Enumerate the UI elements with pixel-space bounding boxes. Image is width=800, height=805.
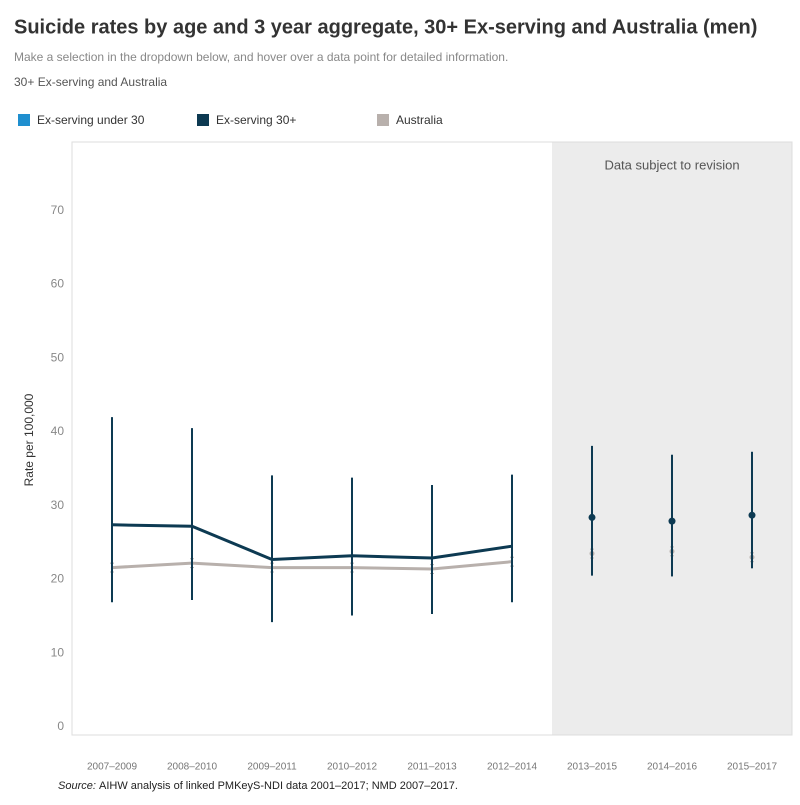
- y-tick-label: 40: [51, 424, 65, 438]
- legend-label: Ex-serving 30+: [216, 113, 296, 127]
- series-line: [111, 523, 513, 561]
- source-label: Source:: [58, 780, 96, 792]
- series-line: [111, 560, 513, 571]
- x-tick-label: 2008–2010: [167, 762, 217, 773]
- y-tick-label: 70: [51, 203, 65, 217]
- y-tick-label: 10: [51, 645, 65, 659]
- chart-title: Suicide rates by age and 3 year aggregat…: [14, 16, 757, 38]
- y-tick-label: 60: [51, 277, 65, 291]
- x-tick-label: 2013–2015: [567, 762, 617, 773]
- x-tick-label: 2010–2012: [327, 762, 377, 773]
- point: [668, 517, 676, 525]
- plot-border: [71, 141, 793, 736]
- point: [588, 513, 596, 521]
- subtitle: Make a selection in the dropdown below, …: [14, 50, 508, 64]
- x-tick-label: 2009–2011: [247, 762, 297, 773]
- legend-swatch: [18, 114, 30, 126]
- x-tick-label: 2012–2014: [487, 762, 537, 773]
- legend-label: Australia: [396, 113, 443, 127]
- annotation: Data subject to revision: [604, 157, 739, 172]
- x-tick-label: 2011–2013: [407, 762, 457, 773]
- y-tick-label: 0: [57, 719, 64, 733]
- y-tick-label: 50: [51, 350, 65, 364]
- point: [748, 511, 756, 519]
- legend-swatch: [197, 114, 209, 126]
- y-tick-label: 30: [51, 498, 65, 512]
- legend-swatch: [377, 114, 389, 126]
- x-tick-label: 2014–2016: [647, 762, 697, 773]
- x-tick-label: 2015–2017: [727, 762, 777, 773]
- revision-region: [552, 142, 792, 735]
- source: AIHW analysis of linked PMKeyS-NDI data …: [99, 780, 458, 792]
- legend-label: Ex-serving under 30: [37, 113, 145, 127]
- y-axis-label: Rate per 100,000: [22, 393, 36, 486]
- y-tick-label: 20: [51, 572, 65, 586]
- x-tick-label: 2007–2009: [87, 762, 137, 773]
- selection[interactable]: 30+ Ex-serving and Australia: [14, 75, 167, 89]
